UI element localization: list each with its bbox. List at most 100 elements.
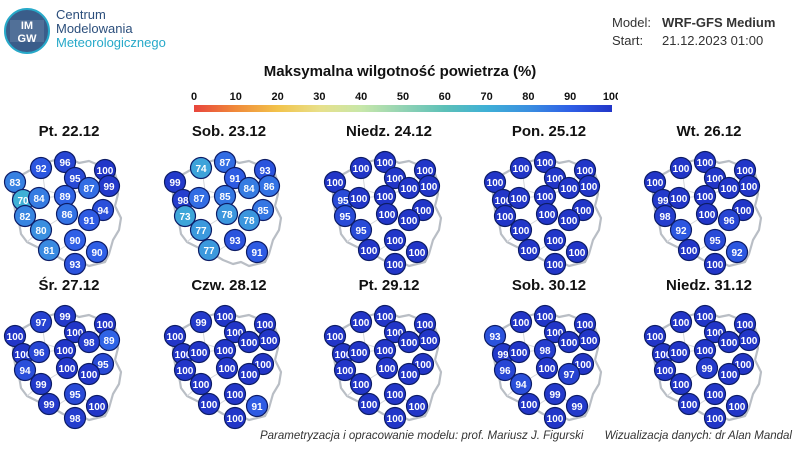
station-marker <box>53 150 77 174</box>
station-marker <box>187 340 211 364</box>
station-value: 95 <box>69 174 81 185</box>
station-marker <box>29 310 53 334</box>
logo-text-top: IM <box>21 20 33 32</box>
station-value: 100 <box>421 182 438 193</box>
station-marker <box>653 204 677 228</box>
station-marker <box>77 208 101 232</box>
station-value: 100 <box>401 370 418 381</box>
station-value: 100 <box>387 414 404 425</box>
station-value: 100 <box>401 338 418 349</box>
station-value: 99 <box>549 390 561 401</box>
station-value: 100 <box>721 370 738 381</box>
station-value: 93 <box>229 236 241 247</box>
station-value: 98 <box>83 338 95 349</box>
station-marker <box>77 330 101 354</box>
station-marker <box>533 150 557 174</box>
station-marker <box>189 372 213 396</box>
station-value: 100 <box>57 346 74 357</box>
station-value: 100 <box>353 380 370 391</box>
station-marker <box>669 372 693 396</box>
station-marker <box>189 218 213 242</box>
station-value: 99 <box>571 402 583 413</box>
map-day-label: Sob. 30.12 <box>512 277 586 294</box>
station-value: 86 <box>263 182 275 193</box>
station-marker <box>85 394 109 418</box>
station-value: 100 <box>387 260 404 271</box>
station-marker <box>237 208 261 232</box>
station-value: 96 <box>723 216 735 227</box>
station-value: 92 <box>731 248 743 259</box>
station-marker <box>543 228 567 252</box>
station-value: 100 <box>387 236 404 247</box>
station-value: 90 <box>91 248 103 259</box>
station-marker <box>13 358 37 382</box>
start-value: 21.12.2023 01:00 <box>662 33 764 48</box>
station-marker <box>55 202 79 226</box>
station-value: 100 <box>15 350 32 361</box>
station-marker <box>373 150 397 174</box>
station-value: 100 <box>377 158 394 169</box>
station-value: 100 <box>261 336 278 347</box>
station-value: 100 <box>379 364 396 375</box>
station-value: 100 <box>561 338 578 349</box>
station-value: 100 <box>337 366 354 377</box>
station-value: 95 <box>709 236 721 247</box>
map-day-label: Niedz. 31.12 <box>666 277 752 294</box>
model-label: Model: <box>612 15 652 30</box>
station-marker <box>63 252 87 276</box>
station-value: 100 <box>227 328 244 339</box>
station-value: 77 <box>195 226 207 237</box>
station-value: 95 <box>97 360 109 371</box>
station-value: 91 <box>83 216 95 227</box>
station-value: 89 <box>103 336 115 347</box>
station-value: 100 <box>97 320 114 331</box>
station-marker <box>535 202 559 226</box>
station-value: 99 <box>43 400 55 411</box>
station-value: 100 <box>539 364 556 375</box>
station-marker <box>77 362 101 386</box>
station-marker <box>213 304 237 328</box>
station-value: 100 <box>361 246 378 257</box>
station-value: 100 <box>581 182 598 193</box>
station-value: 94 <box>97 206 109 217</box>
station-value: 100 <box>697 158 714 169</box>
start-label: Start: <box>612 33 644 48</box>
brand-line-3: Meteorologicznego <box>56 35 166 50</box>
station-marker <box>717 330 741 354</box>
station-marker <box>223 228 247 252</box>
station-value: 100 <box>561 216 578 227</box>
station-value: 100 <box>673 380 690 391</box>
station-value: 100 <box>537 312 554 323</box>
station-value: 100 <box>729 402 746 413</box>
station-value: 81 <box>43 246 55 257</box>
station-marker <box>237 362 261 386</box>
station-marker <box>29 372 53 396</box>
station-value: 85 <box>219 192 231 203</box>
station-value: 100 <box>167 332 184 343</box>
station-value: 98 <box>69 414 81 425</box>
station-value: 97 <box>563 370 575 381</box>
station-value: 100 <box>697 312 714 323</box>
station-value: 100 <box>655 350 672 361</box>
station-value: 97 <box>35 318 47 329</box>
station-value: 78 <box>221 210 233 221</box>
station-value: 100 <box>721 184 738 195</box>
station-marker <box>703 382 727 406</box>
colorbar-tick-label: 90 <box>564 91 576 103</box>
station-value: 98 <box>177 196 189 207</box>
station-value: 100 <box>241 370 258 381</box>
station-value: 100 <box>735 206 752 217</box>
station-value: 100 <box>513 318 530 329</box>
station-marker <box>653 358 677 382</box>
station-marker <box>189 310 213 334</box>
station-marker <box>717 176 741 200</box>
station-value: 100 <box>177 366 194 377</box>
colorbar-gradient <box>194 105 612 112</box>
map-day-label: Śr. 27.12 <box>39 276 100 294</box>
station-value: 78 <box>243 216 255 227</box>
station-value: 92 <box>675 226 687 237</box>
station-marker <box>677 392 701 416</box>
station-marker <box>397 362 421 386</box>
